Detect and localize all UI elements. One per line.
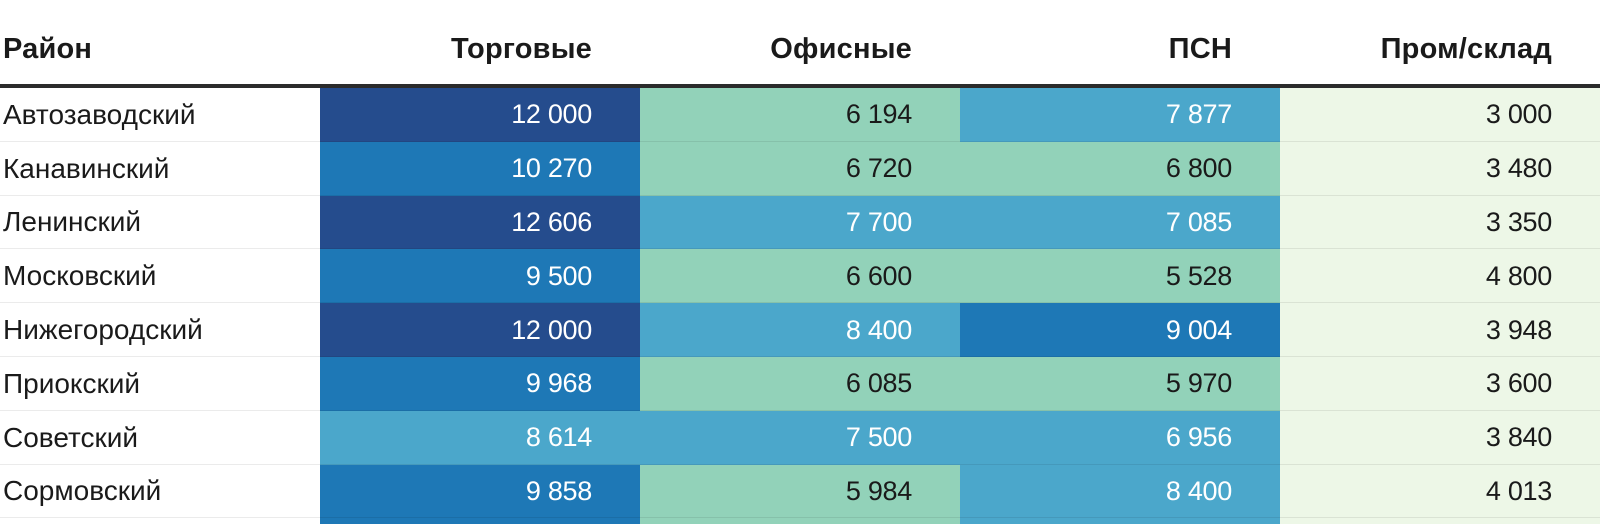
value-cell-ofisnye	[640, 518, 960, 524]
value-cell-prom-sklad: 4 800	[1280, 249, 1600, 304]
value-cell-prom-sklad: 3 600	[1280, 356, 1600, 411]
value-cell-psn: 6 956	[960, 410, 1280, 465]
value-cell-torgovye: 9 858	[320, 464, 640, 519]
table-row: Нижегородский 12 000 8 400 9 004 3 948	[0, 303, 1600, 357]
value-cell-ofisnye: 7 500	[640, 410, 960, 465]
value-cell-psn: 8 400	[960, 464, 1280, 519]
value-cell-psn: 7 877	[960, 88, 1280, 142]
value-cell-prom-sklad: 3 948	[1280, 303, 1600, 357]
value-cell-psn: 6 800	[960, 141, 1280, 196]
district-cell: Приокский	[0, 356, 320, 411]
value-cell-torgovye: 12 000	[320, 303, 640, 357]
district-cell: Сормовский	[0, 464, 320, 519]
district-cell	[0, 518, 320, 524]
value-cell-torgovye: 10 270	[320, 141, 640, 196]
district-cell: Канавинский	[0, 141, 320, 196]
table-row: Автозаводский 12 000 6 194 7 877 3 000	[0, 88, 1600, 142]
district-cell: Нижегородский	[0, 303, 320, 357]
value-cell-torgovye	[320, 518, 640, 524]
table-header-row: Район Торговые Офисные ПСН Пром/склад	[0, 0, 1600, 88]
table-row: Сормовский 9 858 5 984 8 400 4 013	[0, 464, 1600, 519]
value-cell-torgovye: 8 614	[320, 410, 640, 465]
column-header-ofisnye: Офисные	[770, 32, 912, 65]
value-cell-prom-sklad: 3 000	[1280, 88, 1600, 142]
value-cell-ofisnye: 6 600	[640, 249, 960, 304]
column-header-torgovye: Торговые	[450, 32, 592, 65]
value-cell-ofisnye: 6 085	[640, 356, 960, 411]
table-row: Московский 9 500 6 600 5 528 4 800	[0, 249, 1600, 304]
value-cell-psn: 5 970	[960, 356, 1280, 411]
value-cell-prom-sklad: 3 350	[1280, 195, 1600, 250]
district-cell: Ленинский	[0, 195, 320, 250]
column-header-psn: ПСН	[1168, 32, 1232, 65]
value-cell-torgovye: 12 606	[320, 195, 640, 250]
value-cell-ofisnye: 5 984	[640, 464, 960, 519]
value-cell-psn: 5 528	[960, 249, 1280, 304]
table-body: Автозаводский 12 000 6 194 7 877 3 000 К…	[0, 88, 1600, 524]
column-header-district: Район	[3, 32, 93, 65]
value-cell-prom-sklad: 4 013	[1280, 464, 1600, 519]
value-cell-ofisnye: 8 400	[640, 303, 960, 357]
table-row	[0, 518, 1600, 524]
value-cell-prom-sklad	[1280, 518, 1600, 524]
district-cell: Московский	[0, 249, 320, 304]
table-row: Приокский 9 968 6 085 5 970 3 600	[0, 356, 1600, 411]
value-cell-psn: 9 004	[960, 303, 1280, 357]
column-header-prom-sklad: Пром/склад	[1380, 32, 1552, 65]
value-cell-torgovye: 9 968	[320, 356, 640, 411]
value-cell-psn	[960, 518, 1280, 524]
district-cell: Автозаводский	[0, 88, 320, 142]
value-cell-prom-sklad: 3 840	[1280, 410, 1600, 465]
value-cell-ofisnye: 6 194	[640, 88, 960, 142]
value-cell-psn: 7 085	[960, 195, 1280, 250]
table-row: Канавинский 10 270 6 720 6 800 3 480	[0, 141, 1600, 196]
table-row: Ленинский 12 606 7 700 7 085 3 350	[0, 195, 1600, 250]
table-row: Советский 8 614 7 500 6 956 3 840	[0, 410, 1600, 465]
value-cell-prom-sklad: 3 480	[1280, 141, 1600, 196]
district-cell: Советский	[0, 410, 320, 465]
value-cell-torgovye: 12 000	[320, 88, 640, 142]
value-cell-ofisnye: 7 700	[640, 195, 960, 250]
value-cell-ofisnye: 6 720	[640, 141, 960, 196]
value-cell-torgovye: 9 500	[320, 249, 640, 304]
